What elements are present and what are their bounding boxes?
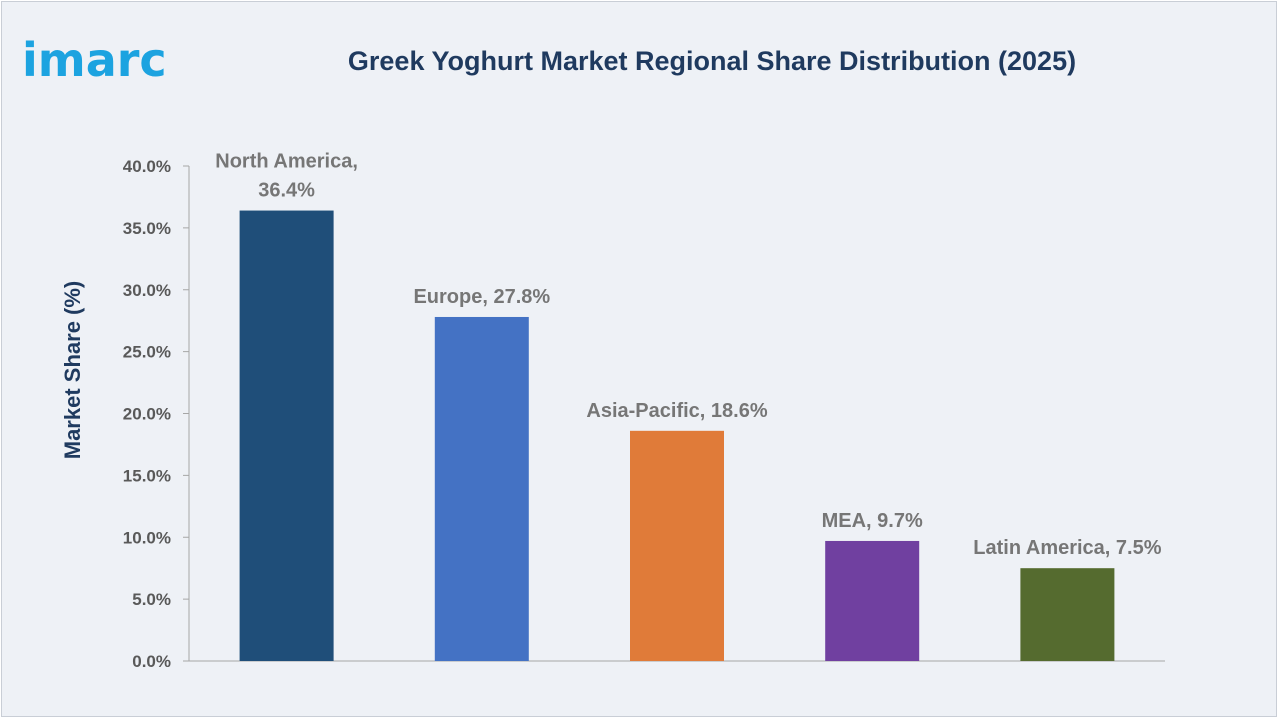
- bar-asia-pacific: [630, 430, 724, 661]
- y-tick-label: 10.0%: [123, 528, 171, 547]
- bar-latin-america: [1020, 568, 1115, 661]
- data-label: MEA, 9.7%: [822, 510, 923, 532]
- y-tick-label: 30.0%: [123, 281, 171, 300]
- data-label: Latin America, 7.5%: [973, 537, 1161, 559]
- bars: [239, 210, 1115, 662]
- y-tick-label: 40.0%: [123, 157, 171, 176]
- data-label: North America, 36.4%: [215, 151, 358, 202]
- y-tick-label: 25.0%: [123, 343, 171, 362]
- data-label: Asia-Pacific, 18.6%: [586, 400, 767, 422]
- chart-title: Greek Yoghurt Market Regional Share Dist…: [347, 46, 1077, 76]
- y-ticks: 0.0% 5.0% 10.0% 15.0% 20.0% 25.0% 30.0% 35.0% 40…: [123, 157, 189, 671]
- bar-europe: [434, 316, 529, 661]
- y-tick-label: 20.0%: [123, 405, 171, 424]
- y-tick-label: 35.0%: [123, 219, 171, 238]
- data-label: Europe, 27.8%: [413, 286, 550, 308]
- bar-north-america: [239, 210, 334, 662]
- data-labels: North America, 36.4% Europe, 27.8% Asia-Pac…: [215, 151, 1161, 560]
- brand-logo: imarc: [22, 33, 167, 87]
- y-axis-label: Market Share (%): [60, 281, 85, 460]
- bar-mea: [825, 540, 920, 661]
- y-tick-label: 15.0%: [123, 466, 171, 485]
- y-tick-label: 0.0%: [132, 652, 171, 671]
- y-tick-label: 5.0%: [132, 590, 171, 609]
